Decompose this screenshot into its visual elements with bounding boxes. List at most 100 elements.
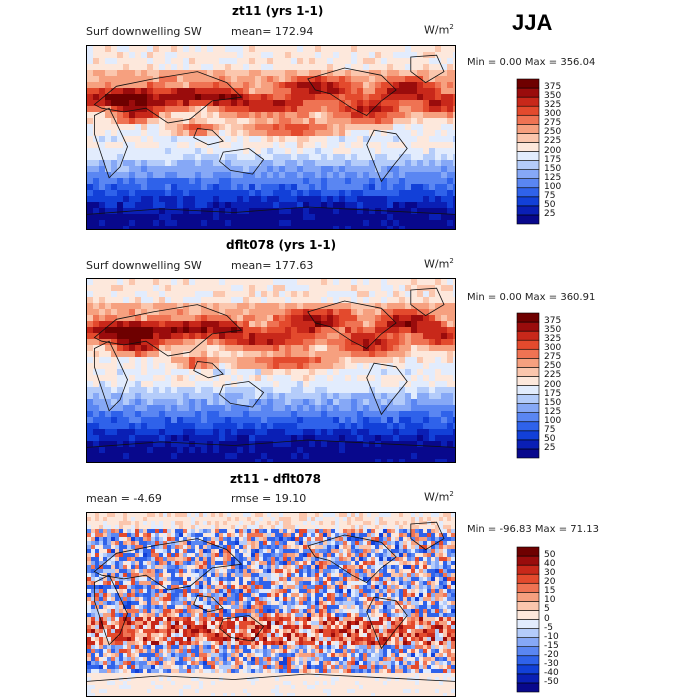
- colorbar-tick-label: 375: [544, 82, 562, 93]
- colorbar-box: [516, 601, 540, 611]
- coastline: [366, 362, 408, 416]
- coastline: [307, 300, 397, 349]
- colorbar-tick-label: 175: [544, 388, 562, 399]
- season-label: JJA: [512, 10, 553, 35]
- panel-3-title: zt11 - dflt078: [230, 472, 322, 486]
- coastline: [410, 287, 445, 317]
- colorbar-box: [516, 385, 540, 395]
- panel-2-title: dflt078 (yrs 1-1): [226, 238, 337, 252]
- colorbar-box: [516, 682, 540, 693]
- colorbar-box: [516, 348, 540, 359]
- coastline: [87, 439, 455, 448]
- colorbar-box: [516, 564, 540, 575]
- colorbar-tick-label: 40: [544, 559, 556, 570]
- colorbar-box: [516, 664, 540, 675]
- colorbar-tick-label: 125: [544, 172, 562, 183]
- panel-3-rmse-label: rmse = 19.10: [231, 492, 307, 505]
- colorbar-tick-label: -30: [544, 658, 559, 669]
- coastline: [219, 381, 265, 408]
- coastline: [307, 534, 397, 583]
- colorbar-box: [516, 619, 540, 629]
- colorbar-box: [516, 628, 540, 638]
- colorbar-tick-label: 200: [544, 379, 562, 390]
- colorbar-box: [516, 673, 540, 684]
- panel-3-units-label: W/m2: [424, 490, 454, 504]
- colorbar-tick-label: 275: [544, 352, 562, 363]
- colorbar-tick-label: -5: [544, 622, 553, 633]
- colorbar-box: [516, 655, 540, 666]
- colorbar-tick-label: 150: [544, 163, 562, 174]
- colorbar-box: [516, 610, 540, 620]
- coastlines: [87, 287, 455, 448]
- panel-2-colorbar: 25 50 75 100 125 150 175 200 225 250 275 300 325 350 3…: [516, 312, 561, 459]
- colorbar-tick-label: 250: [544, 127, 562, 138]
- colorbar-tick-label: 30: [544, 568, 556, 579]
- colorbar-tick-label: -20: [544, 649, 559, 660]
- colorbar-box: [516, 124, 540, 134]
- colorbar-box: [516, 555, 540, 566]
- colorbar-tick-label: 10: [544, 595, 556, 606]
- coastline: [366, 129, 408, 183]
- colorbar-tick-label: 15: [544, 586, 556, 597]
- panel-2-variable-label: Surf downwelling SW: [86, 259, 202, 272]
- colorbar-box: [516, 394, 540, 404]
- colorbar-box: [516, 321, 540, 332]
- field-cells: [87, 279, 455, 462]
- colorbar-tick-label: -40: [544, 667, 559, 678]
- colorbar-box: [516, 178, 540, 189]
- colorbar-tick-label: 250: [544, 361, 562, 372]
- colorbar-box: [516, 358, 540, 368]
- panel-3-minmax: Min = -96.83 Max = 71.13: [467, 524, 599, 535]
- panel-2-mean-label: mean= 177.63: [231, 259, 314, 272]
- colorbar-tick-label: 350: [544, 325, 562, 336]
- panel-1-mean-label: mean= 172.94: [231, 25, 314, 38]
- coastline: [193, 594, 224, 613]
- coastline: [87, 206, 455, 215]
- colorbar-box: [516, 573, 540, 584]
- panel-1-minmax: Min = 0.00 Max = 356.04: [467, 57, 596, 68]
- panel-3-map: [86, 512, 456, 697]
- colorbar-tick-label: 50: [544, 550, 556, 561]
- colorbar-tick-label: 275: [544, 118, 562, 129]
- panel-3-mean-label: mean = -4.69: [86, 492, 162, 505]
- colorbar-box: [516, 214, 540, 225]
- panel-1-variable-label: Surf downwelling SW: [86, 25, 202, 38]
- colorbar-box: [516, 430, 540, 441]
- colorbar-tick-label: 300: [544, 343, 562, 354]
- coastline: [193, 360, 224, 379]
- coastline: [93, 71, 243, 124]
- colorbar-tick-label: -15: [544, 640, 559, 651]
- colorbar-tick-label: 75: [544, 424, 556, 435]
- panel-1-colorbar: 25 50 75 100 125 150 175 200 225 250 275 300 325 350 3…: [516, 78, 561, 225]
- panel-1-map: [86, 45, 456, 230]
- colorbar-tick-label: 175: [544, 154, 562, 165]
- colorbar-tick-label: 225: [544, 370, 562, 381]
- colorbar-box: [516, 439, 540, 450]
- colorbar-tick-label: 75: [544, 190, 556, 201]
- colorbar-tick-label: 100: [544, 415, 562, 426]
- colorbar-tick-label: 200: [544, 145, 562, 156]
- colorbar-box: [516, 96, 540, 107]
- colorbar-box: [516, 330, 540, 341]
- panel-1-field: [87, 46, 455, 229]
- panel-3-colorbar: -50 -40 -30 -20 -15 -10 -5 0 5 10 15 20 30 40 50: [516, 546, 559, 693]
- colorbar-tick-label: 300: [544, 109, 562, 120]
- colorbar-box: [516, 376, 540, 386]
- colorbar-tick-label: 150: [544, 397, 562, 408]
- colorbar-box: [516, 339, 540, 350]
- colorbar-tick-label: 125: [544, 406, 562, 417]
- colorbar-tick-label: 350: [544, 91, 562, 102]
- colorbar-box: [516, 367, 540, 377]
- colorbar-svg: [516, 312, 540, 459]
- panel-2-field: [87, 279, 455, 462]
- colorbar-box: [516, 448, 540, 459]
- coastline: [94, 574, 128, 646]
- colorbar-box: [516, 114, 540, 125]
- colorbar-svg: [516, 546, 540, 693]
- colorbar-tick-label: 100: [544, 181, 562, 192]
- colorbar-box: [516, 105, 540, 116]
- coastline: [366, 596, 408, 650]
- field-cells: [87, 513, 455, 696]
- colorbar-box: [516, 421, 540, 432]
- colorbar-box: [516, 546, 540, 557]
